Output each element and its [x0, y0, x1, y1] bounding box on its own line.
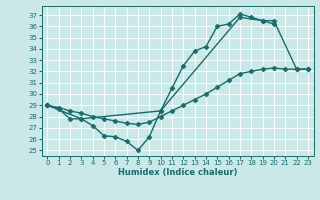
X-axis label: Humidex (Indice chaleur): Humidex (Indice chaleur) — [118, 168, 237, 177]
